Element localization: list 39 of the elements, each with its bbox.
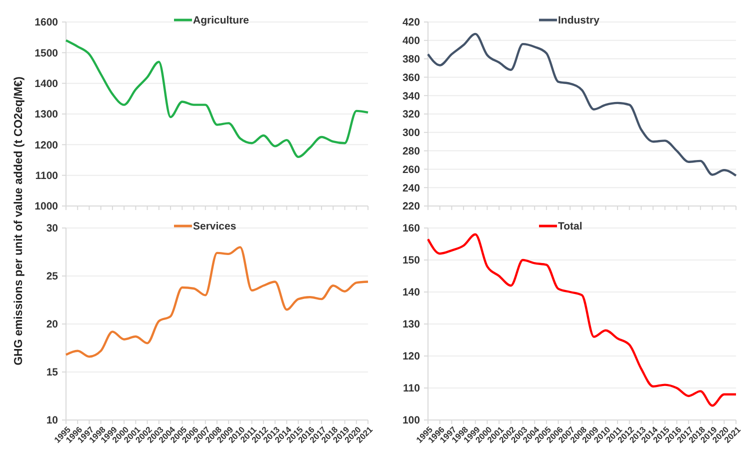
y-tick-label: 300 — [402, 127, 420, 140]
y-tick-label: 340 — [402, 90, 420, 102]
line-series — [64, 246, 370, 358]
y-tick-label: 20 — [46, 318, 58, 331]
y-tick-label: 240 — [402, 182, 420, 194]
y-tick-label: 420 — [402, 16, 420, 29]
y-tick-label: 1300 — [34, 108, 58, 121]
y-tick-label: 1600 — [34, 16, 58, 29]
y-tick-label: 140 — [402, 286, 420, 299]
y-axis-title: GHG emissions per unit of value added (t CO2eq/M€) — [13, 76, 25, 366]
y-tick-label: 320 — [402, 108, 420, 121]
legend-label: Industry — [558, 14, 600, 27]
y-tick-label: 120 — [402, 350, 420, 363]
y-tick-label: 30 — [46, 222, 58, 235]
y-tick-label: 1200 — [34, 139, 58, 152]
y-tick-label: 110 — [403, 382, 420, 395]
y-tick-label: 260 — [402, 164, 420, 176]
y-tick-label: 400 — [402, 35, 420, 48]
y-tick-label: 100 — [402, 414, 420, 427]
line-series — [426, 233, 738, 407]
y-tick-label: 1100 — [35, 170, 58, 182]
y-tick-label: 1500 — [34, 47, 58, 60]
y-tick-label: 380 — [402, 53, 420, 66]
y-tick-label: 25 — [46, 270, 58, 283]
legend-label: Services — [193, 220, 236, 233]
y-tick-label: 10 — [46, 414, 58, 427]
y-tick-label: 1400 — [34, 78, 58, 90]
y-tick-label: 1000 — [34, 200, 58, 213]
y-tick-label: 280 — [402, 145, 420, 158]
y-tick-label: 15 — [46, 366, 58, 379]
y-tick-label: 360 — [402, 72, 420, 84]
legend-label: Agriculture — [193, 14, 250, 27]
y-tick-label: 130 — [402, 318, 420, 331]
line-series — [64, 39, 370, 158]
y-tick-label: 150 — [402, 254, 420, 267]
line-series — [426, 32, 738, 177]
legend-label: Total — [558, 220, 582, 233]
y-tick-label: 220 — [402, 200, 420, 213]
y-tick-label: 160 — [402, 222, 420, 235]
